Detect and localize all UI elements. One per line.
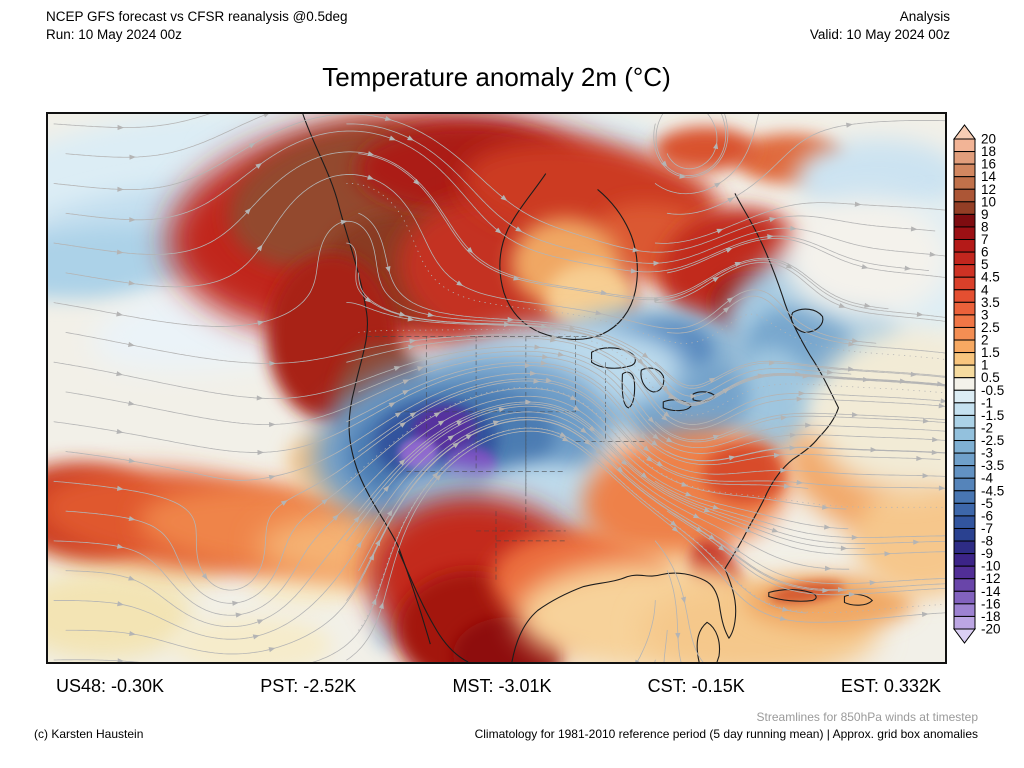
svg-text:6: 6 (981, 245, 989, 260)
svg-text:-3: -3 (981, 446, 993, 461)
svg-text:-9: -9 (981, 546, 993, 561)
svg-text:-4.5: -4.5 (981, 483, 1004, 498)
state-borders (366, 336, 646, 581)
svg-text:-2: -2 (981, 420, 993, 435)
streamline-note: Streamlines for 850hPa winds at timestep (756, 710, 978, 724)
model-label: NCEP GFS forecast vs CFSR reanalysis @0.… (46, 9, 348, 24)
valid-label: Valid: 10 May 2024 00z (809, 27, 950, 42)
analysis-label: Analysis (899, 9, 950, 24)
stat-cst: CST: -0.15K (647, 676, 745, 696)
svg-text:18: 18 (981, 144, 996, 159)
streamline-arrows (116, 114, 945, 662)
region-stats-row: US48: -0.30K PST: -2.52K MST: -3.01K CST… (46, 676, 951, 697)
svg-text:-18: -18 (981, 609, 1001, 624)
svg-text:-3.5: -3.5 (981, 458, 1004, 473)
svg-text:8: 8 (981, 219, 989, 234)
credit-note: (c) Karsten Haustein (34, 727, 144, 741)
anomaly-map-canvas (48, 114, 945, 662)
svg-text:4.5: 4.5 (981, 270, 1000, 285)
stat-us48: US48: -0.30K (56, 676, 165, 696)
svg-text:3: 3 (981, 307, 989, 322)
svg-text:4: 4 (981, 282, 989, 297)
svg-text:5: 5 (981, 257, 989, 272)
stat-est: EST: 0.332K (840, 676, 941, 696)
svg-text:-0.5: -0.5 (981, 383, 1004, 398)
svg-text:1: 1 (981, 358, 989, 373)
svg-text:-10: -10 (981, 559, 1001, 574)
svg-text:-1.5: -1.5 (981, 408, 1004, 423)
svg-text:9: 9 (981, 207, 989, 222)
svg-text:2.5: 2.5 (981, 320, 1000, 335)
header-right: Analysis Valid: 10 May 2024 00z (810, 8, 950, 44)
header-left: NCEP GFS forecast vs CFSR reanalysis @0.… (46, 8, 348, 44)
svg-text:0.5: 0.5 (981, 370, 1000, 385)
svg-text:-4: -4 (981, 471, 993, 486)
stat-pst: PST: -2.52K (260, 676, 357, 696)
svg-text:-6: -6 (981, 508, 993, 523)
run-label: Run: 10 May 2024 00z (46, 27, 182, 42)
svg-text:1.5: 1.5 (981, 345, 1000, 360)
svg-text:-7: -7 (981, 521, 993, 536)
svg-text:-5: -5 (981, 496, 993, 511)
svg-text:-14: -14 (981, 584, 1001, 599)
svg-text:-16: -16 (981, 596, 1001, 611)
svg-text:14: 14 (981, 169, 997, 184)
svg-text:16: 16 (981, 157, 996, 172)
svg-text:-20: -20 (981, 622, 1001, 637)
svg-text:12: 12 (981, 182, 996, 197)
anomaly-blobs (48, 114, 945, 662)
colorbar: 201816141210987654.543.532.521.510.5-0.5… (953, 124, 1004, 644)
svg-text:2: 2 (981, 333, 989, 348)
svg-text:-12: -12 (981, 571, 1001, 586)
svg-text:10: 10 (981, 194, 996, 209)
svg-text:7: 7 (981, 232, 989, 247)
climatology-note: Climatology for 1981-2010 reference peri… (474, 727, 978, 741)
svg-text:-8: -8 (981, 534, 993, 549)
svg-text:-1: -1 (981, 395, 993, 410)
coastlines (302, 114, 873, 662)
svg-text:-2.5: -2.5 (981, 433, 1004, 448)
svg-text:3.5: 3.5 (981, 295, 1000, 310)
anomaly-map (46, 112, 947, 664)
svg-text:20: 20 (981, 132, 996, 147)
streamlines (53, 114, 945, 662)
stat-mst: MST: -3.01K (452, 676, 552, 696)
page-title: Temperature anomaly 2m (°C) (322, 62, 671, 92)
